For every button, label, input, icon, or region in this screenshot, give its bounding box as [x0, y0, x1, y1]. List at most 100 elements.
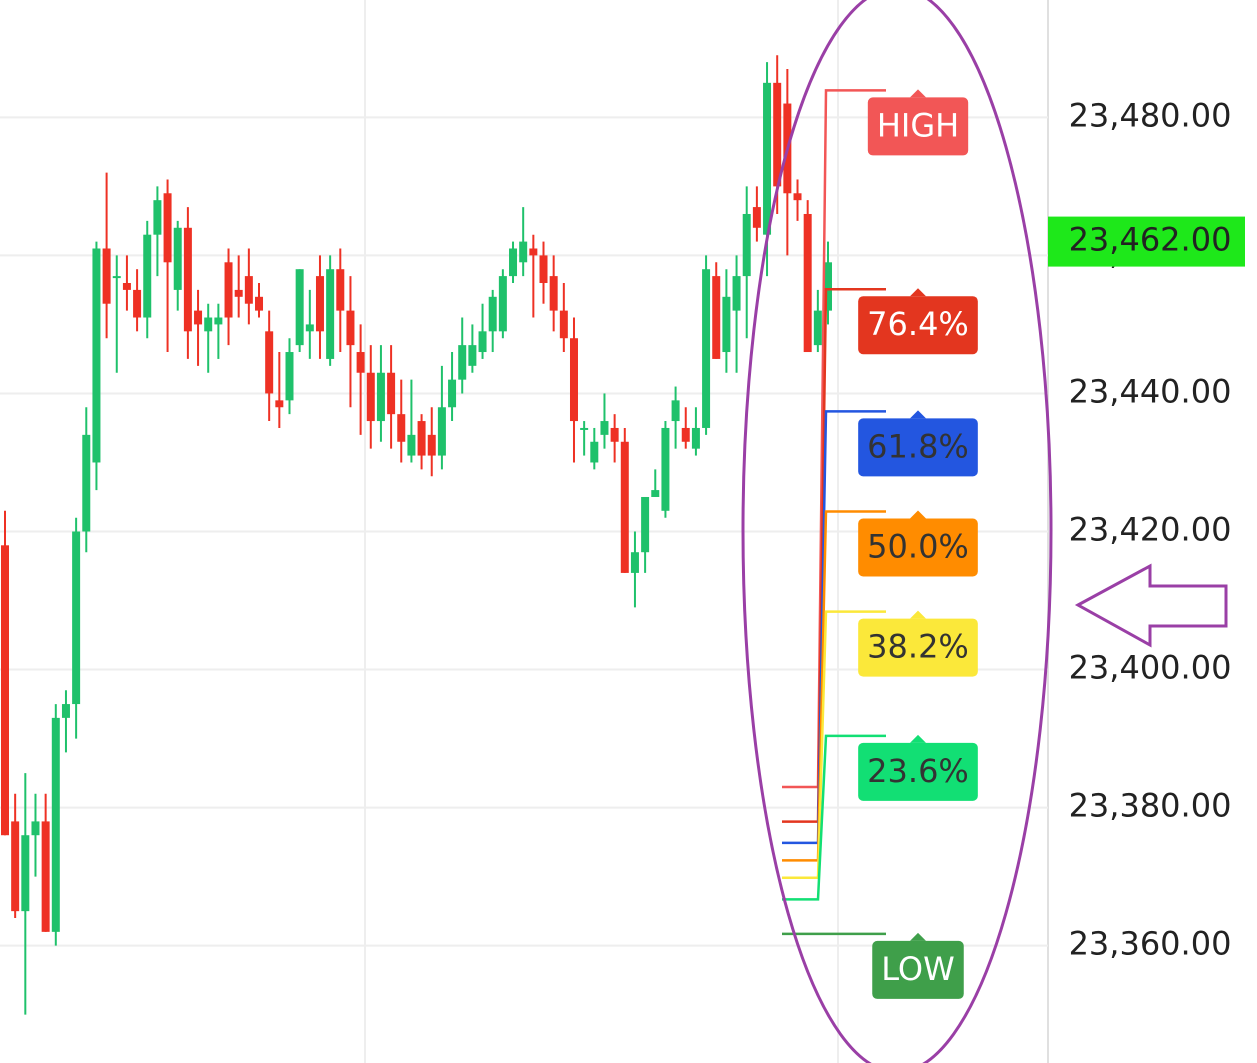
candle-body — [620, 441, 629, 573]
candle-body — [448, 379, 457, 408]
candle-body — [285, 352, 294, 401]
candle-body — [11, 821, 20, 912]
candle-body — [661, 427, 670, 511]
candle-body — [681, 427, 690, 442]
candle-body — [763, 82, 772, 235]
candle-body — [234, 289, 243, 297]
candle-body — [590, 441, 599, 463]
fib-label: 38.2% — [867, 628, 969, 666]
fib-label-box — [867, 97, 969, 156]
candle-body — [51, 717, 60, 932]
candle-body — [214, 317, 223, 325]
fib-label-notch — [910, 410, 926, 419]
fib-label-box — [872, 940, 964, 999]
candle-body — [732, 276, 741, 311]
candle-body — [529, 248, 538, 256]
fib-label-notch — [910, 89, 926, 98]
y-tick-label: 23,400.00 — [1069, 649, 1232, 687]
candle-body — [153, 200, 162, 235]
fib-label-notch — [910, 288, 926, 297]
candle-body — [194, 310, 203, 325]
candle-body — [610, 427, 619, 442]
candle-body — [824, 262, 832, 311]
candle-body — [630, 552, 639, 573]
candle-body — [21, 835, 30, 912]
fib-label-notch — [910, 510, 926, 519]
candle-body — [641, 496, 650, 553]
fib-label-box — [858, 742, 978, 801]
fib-label-notch — [910, 932, 926, 941]
candle-body — [82, 434, 91, 532]
candle-body — [569, 338, 578, 422]
fib-levels: HIGH 76.4% 61.8% 50.0% 38.2% 23.6% LOW — [782, 89, 978, 999]
fib-label: 50.0% — [867, 527, 969, 565]
y-tick-label: 23,380.00 — [1069, 787, 1232, 825]
candle-body — [580, 427, 589, 430]
candle-body — [265, 331, 274, 394]
highlight-ellipse — [741, 0, 1053, 1063]
candle-body — [1, 545, 9, 836]
fib-label: 23.6% — [867, 752, 969, 790]
candle-body — [651, 490, 660, 497]
candle-body — [803, 213, 812, 353]
fib-label: 61.8% — [867, 427, 969, 465]
candle-body — [793, 193, 802, 201]
candle-body — [41, 821, 50, 932]
candle-body — [498, 276, 507, 332]
candle-body — [72, 531, 81, 705]
candle-body — [346, 310, 355, 346]
candle-body — [468, 345, 477, 366]
candle-body — [31, 821, 40, 836]
candle-body — [183, 227, 192, 332]
candle-body — [315, 276, 324, 332]
candle-body — [712, 276, 721, 359]
fib-label: HIGH — [877, 106, 959, 144]
y-axis: 23,360.00 23,380.00 23,400.00 23,420.00 23,4… — [1048, 96, 1245, 963]
candle-body — [305, 324, 314, 332]
last-price-label: 23,462.00 — [1069, 221, 1232, 259]
candle-body — [600, 421, 609, 435]
y-tick-label: 23,440.00 — [1069, 372, 1232, 410]
candle-body — [813, 310, 822, 346]
candle-body — [437, 407, 446, 456]
fib-label-notch — [910, 734, 926, 743]
candle-body — [458, 345, 467, 380]
fib-label-box — [858, 418, 978, 477]
candle-body — [509, 248, 518, 277]
candle-body — [691, 427, 700, 449]
candle-body — [366, 372, 375, 422]
candle-body — [275, 400, 284, 408]
candle-body — [224, 262, 233, 318]
fib-label-box — [858, 618, 978, 677]
candle-body — [671, 400, 680, 422]
candle-body — [702, 269, 711, 428]
candle-body — [773, 82, 782, 187]
candle-body — [478, 331, 487, 353]
candle-body — [407, 434, 416, 456]
fib-line — [782, 287, 886, 823]
candle-body — [336, 269, 345, 311]
candle-body — [387, 372, 396, 415]
candle-body — [752, 207, 761, 228]
candle-body — [722, 296, 731, 353]
fib-line — [782, 734, 886, 901]
candle-body — [163, 193, 172, 263]
fib-label: LOW — [881, 950, 955, 988]
candle-body — [488, 296, 497, 332]
candle-body — [549, 276, 558, 311]
candle-body — [539, 255, 548, 284]
candle-body — [742, 213, 751, 277]
candles — [1, 55, 832, 1015]
fib-label-box — [858, 296, 978, 355]
candle-body — [112, 276, 121, 279]
candle-body — [417, 421, 426, 456]
fib-line — [782, 89, 886, 789]
candle-body — [102, 248, 111, 304]
candle-body — [173, 227, 182, 290]
candle-body — [244, 276, 253, 304]
candle-body — [255, 296, 264, 311]
candle-body — [143, 234, 152, 318]
y-tick-label: 23,480.00 — [1069, 96, 1232, 134]
candle-body — [376, 372, 385, 422]
